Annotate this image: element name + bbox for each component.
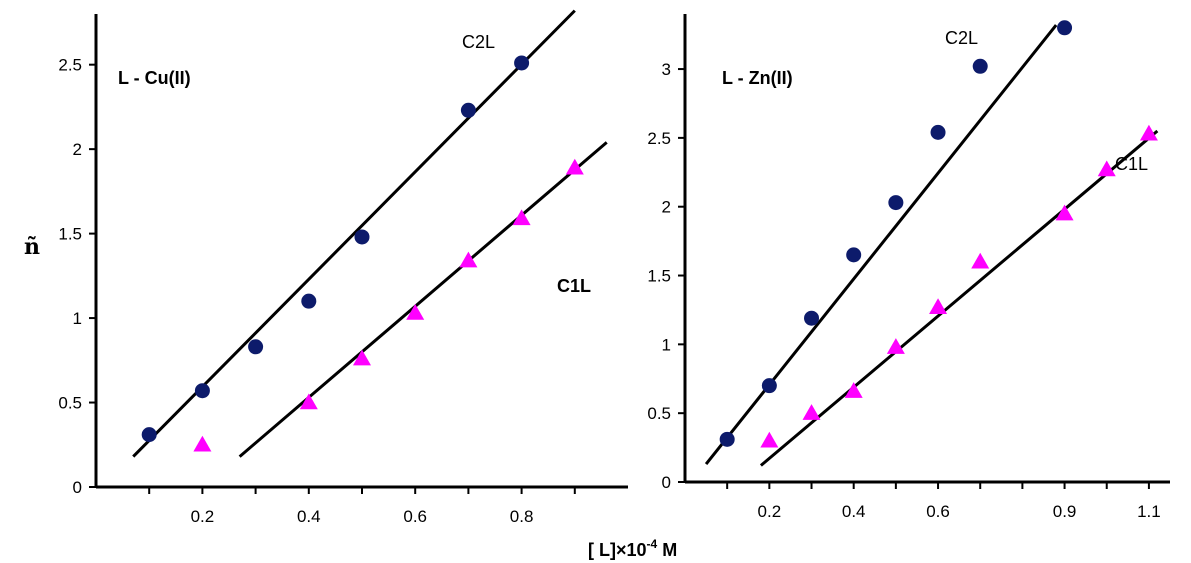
- data-point-cu-c2l: [248, 339, 264, 355]
- y-tick-label-zn: 1: [662, 335, 671, 354]
- axes-zn: 0 0.5 1 1.5 2 2.5 3 0.2 0.4 0.6 0.9 1.1: [647, 14, 1170, 521]
- data-point-zn-c2l: [1057, 20, 1073, 36]
- data-point-cu-c1l: [565, 158, 584, 175]
- data-point-zn-c2l: [888, 195, 904, 211]
- data-point-zn-c1l: [971, 252, 990, 269]
- data-point-cu-c1l: [299, 393, 318, 410]
- x-tick-label-zn: 0.6: [926, 502, 950, 521]
- y-tick-label-cu: 0: [73, 478, 82, 497]
- fit-lines-cu: [132, 9, 608, 458]
- x-tick-label-cu: 0.2: [191, 507, 215, 526]
- data-point-zn-c2l: [761, 378, 777, 394]
- data-point-zn-c2l: [930, 124, 946, 140]
- data-point-zn-c2l: [972, 58, 988, 74]
- data-point-cu-c2l: [354, 229, 370, 245]
- data-point-cu-c2l: [460, 102, 476, 118]
- x-tick-label-cu: 0.8: [510, 507, 534, 526]
- fit-line-cu-c2l: [132, 9, 576, 458]
- data-point-zn-c2l: [846, 247, 862, 263]
- data-point-zn-c1l: [929, 298, 948, 314]
- x-tick-label-cu: 0.6: [403, 507, 427, 526]
- y-tick-label-zn: 3: [662, 60, 671, 79]
- x-axis-label-exponent: -4: [647, 537, 658, 551]
- x-tick-label-zn: 0.9: [1053, 502, 1077, 521]
- chart-panel-cu: 00.511.522.50.2 0.4 0.6 0.8 L - Cu(II) C2L …: [58, 9, 628, 526]
- y-tick-label-cu: 0.5: [58, 394, 82, 413]
- x-tick-label-zn: 1.1: [1137, 502, 1161, 521]
- y-tick-label-zn: 1.5: [647, 267, 671, 286]
- series-label-cu-c1l: C1L: [557, 276, 591, 296]
- data-point-cu-c1l: [353, 349, 371, 366]
- series-label-zn-c2l: C2L: [945, 28, 978, 48]
- data-points-cu: [141, 55, 584, 452]
- fit-lines-zn: [704, 24, 1159, 467]
- data-point-cu-c1l: [512, 209, 531, 226]
- data-point-cu-c2l: [194, 383, 210, 399]
- data-point-zn-c1l: [1097, 160, 1116, 177]
- y-tick-label-cu: 1.5: [58, 225, 82, 244]
- y-tick-label-zn: 0.5: [647, 404, 671, 423]
- y-axis-label: ñ: [24, 234, 40, 260]
- data-point-zn-c1l: [760, 431, 779, 448]
- x-axis-label: [ L]×10-4 M: [588, 537, 677, 560]
- chart-panel-zn: 00.511.522.530.2 0.4 0.6 0.9 1.1 L - Zn(II) …: [647, 14, 1170, 521]
- y-tick-label-cu: 2.5: [58, 56, 82, 75]
- x-tick-label-zn: 0.2: [758, 502, 782, 521]
- fit-line-zn-c2l: [704, 24, 1058, 466]
- data-point-cu-c2l: [514, 55, 530, 71]
- panel-title-cu: L - Cu(II): [118, 68, 191, 88]
- data-point-zn-c2l: [719, 431, 735, 447]
- series-label-cu-c2l: C2L: [462, 32, 495, 52]
- data-point-zn-c1l: [802, 404, 821, 420]
- x-tick-label-cu: 0.4: [297, 507, 321, 526]
- data-points-zn: [719, 20, 1158, 448]
- data-point-cu-c2l: [301, 293, 317, 309]
- fit-line-zn-c1l: [759, 129, 1159, 467]
- data-point-cu-c1l: [459, 251, 478, 268]
- y-tick-label-cu: 1: [73, 309, 82, 328]
- data-point-zn-c1l: [844, 382, 863, 398]
- y-tick-label-zn: 2: [662, 198, 671, 217]
- panel-title-zn: L - Zn(II): [722, 68, 793, 88]
- y-tick-label-zn: 0: [662, 473, 671, 492]
- data-point-zn-c1l: [1055, 204, 1074, 221]
- data-point-zn-c2l: [804, 310, 820, 326]
- x-axis-label-unit: M: [657, 540, 677, 560]
- y-tick-label-cu: 2: [73, 140, 82, 159]
- series-label-zn-c1l: C1L: [1115, 154, 1148, 174]
- x-axis-label-main: [ L]×10: [588, 540, 647, 560]
- data-point-zn-c1l: [1139, 124, 1158, 141]
- data-point-cu-c2l: [141, 427, 157, 443]
- y-tick-label-zn: 2.5: [647, 129, 671, 148]
- axes-cu: 0 0.5 1 1.5 2 2.5 0.2 0.4 0.6 0.8: [58, 14, 628, 526]
- data-point-zn-c1l: [886, 338, 905, 354]
- data-point-cu-c1l: [406, 304, 425, 320]
- x-tick-label-zn: 0.4: [842, 502, 866, 521]
- fit-line-cu-c1l: [238, 141, 608, 458]
- data-point-cu-c1l: [193, 435, 212, 452]
